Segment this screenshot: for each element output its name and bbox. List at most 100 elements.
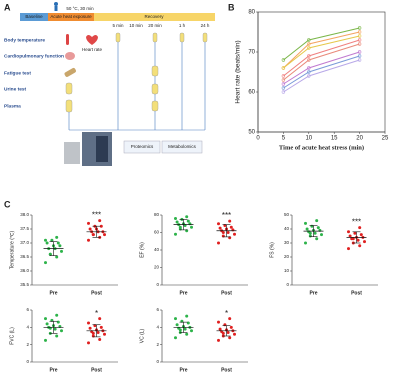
- data-point: [98, 219, 102, 223]
- series-point: [281, 78, 286, 82]
- data-point: [228, 336, 232, 340]
- sample-arrows: [68, 40, 206, 131]
- series-line: [283, 31, 360, 69]
- data-point: [175, 220, 179, 224]
- stage-label: Recovery: [144, 14, 164, 19]
- data-point: [178, 225, 182, 229]
- y-tick-label: 35.5: [20, 282, 29, 287]
- y-tick-label: 0: [156, 359, 159, 364]
- data-point: [228, 219, 232, 223]
- data-point: [87, 321, 90, 325]
- y-tick-label: 38.0: [20, 212, 29, 217]
- data-point: [174, 317, 177, 321]
- y-tick-label: 70: [248, 50, 255, 56]
- y-axis-label: Heart rate (beats/min): [235, 40, 242, 103]
- y-tick-label: 4: [156, 325, 159, 330]
- series-point: [281, 86, 286, 90]
- y-tick-label: 37.0: [20, 240, 29, 245]
- data-point: [178, 328, 182, 332]
- measure-label: Cardiopulmonary function: [4, 53, 64, 59]
- time-label: 24 h: [201, 23, 210, 28]
- data-point: [53, 327, 57, 331]
- data-point: [217, 338, 220, 342]
- x-tick-label: 20: [356, 136, 363, 142]
- y-tick-label: 6: [26, 307, 29, 312]
- x-tick-label: Pre: [179, 290, 187, 296]
- data-point: [308, 231, 312, 235]
- series-point: [357, 54, 362, 58]
- data-point: [226, 331, 230, 335]
- data-point: [44, 317, 47, 321]
- data-point: [99, 325, 103, 329]
- data-point: [48, 252, 52, 256]
- data-point: [88, 227, 92, 231]
- data-point: [60, 249, 63, 253]
- series-point: [357, 30, 362, 34]
- measure-label: Urine test: [4, 86, 27, 92]
- data-point: [60, 329, 63, 333]
- tube-icon: [65, 82, 73, 95]
- data-point: [87, 341, 90, 345]
- x-tick-label: Post: [221, 367, 232, 373]
- y-tick-label: 0: [26, 359, 29, 364]
- measure-label: Plasma: [4, 103, 21, 109]
- y-tick-label: 0: [156, 282, 159, 287]
- y-tick-label: 20: [284, 254, 290, 259]
- series-point: [357, 50, 362, 54]
- y-axis-label: VC (L): [139, 328, 145, 343]
- y-tick-label: 80: [154, 212, 160, 217]
- data-point: [313, 231, 317, 235]
- omics-box: [161, 140, 203, 154]
- data-point: [174, 217, 177, 220]
- y-axis-label: FVC (L): [9, 327, 15, 345]
- data-point: [358, 244, 362, 248]
- x-tick-label: Pre: [179, 367, 187, 373]
- fatigue-icon: [64, 68, 76, 77]
- time-label: 20 min: [148, 23, 162, 28]
- data-point: [58, 244, 62, 248]
- series-point: [307, 66, 311, 70]
- data-point: [88, 326, 92, 330]
- time-label: 5 min: [112, 23, 124, 28]
- series-point: [307, 46, 311, 50]
- y-tick-label: 50: [284, 212, 290, 217]
- y-tick-label: 36.0: [20, 268, 29, 273]
- series-point: [357, 38, 362, 42]
- series-point: [281, 82, 286, 86]
- data-point: [316, 226, 320, 230]
- y-tick-label: 10: [284, 268, 290, 273]
- x-tick-label: 0: [256, 136, 260, 142]
- series-line: [283, 35, 360, 69]
- series-point: [307, 42, 311, 46]
- series-point: [307, 70, 311, 74]
- data-point: [218, 327, 222, 331]
- y-tick-label: 50: [248, 130, 255, 136]
- lung-icon: [65, 52, 75, 60]
- data-point: [221, 331, 225, 335]
- x-tick-label: 5: [282, 136, 286, 142]
- data-point: [174, 336, 177, 340]
- data-point: [87, 238, 90, 242]
- data-point: [185, 332, 189, 336]
- y-axis-label: EF (%): [139, 242, 145, 258]
- data-point: [218, 226, 222, 230]
- series-point: [281, 58, 286, 62]
- data-point: [183, 327, 187, 331]
- series-line: [283, 55, 360, 89]
- data-point: [315, 219, 319, 223]
- series-point: [357, 58, 362, 62]
- data-point: [44, 238, 47, 242]
- data-point: [190, 329, 193, 333]
- tube-icon: [65, 99, 73, 113]
- data-point: [175, 323, 179, 327]
- measure-label: Body temperature: [4, 37, 45, 43]
- data-point: [186, 321, 190, 325]
- data-point: [174, 232, 177, 236]
- y-tick-label: 40: [154, 247, 160, 252]
- data-point: [320, 233, 323, 237]
- data-point: [229, 325, 233, 329]
- series-point: [307, 74, 311, 78]
- data-point: [91, 331, 95, 335]
